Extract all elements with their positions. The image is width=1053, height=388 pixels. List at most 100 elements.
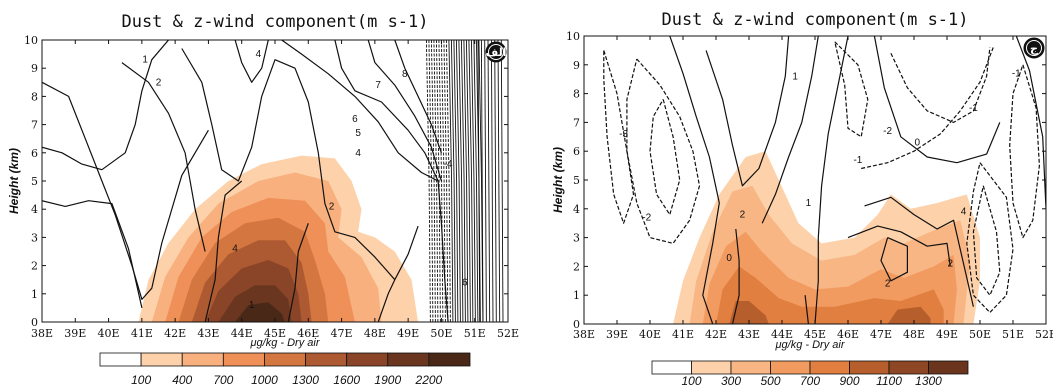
chart-panel-1: Dust & z-wind component(m s-1)1247865424…	[7, 12, 519, 387]
colorbar-level-label: 100	[131, 373, 151, 387]
contour-label: 7	[375, 80, 381, 91]
colorbar-bin	[429, 353, 470, 366]
x-tick-label: 51E	[464, 327, 486, 340]
colorbar-bin	[731, 361, 771, 374]
contour-label: 4	[232, 244, 238, 255]
x-tick-label: 41E	[131, 327, 153, 340]
x-tick-label: 49E	[936, 328, 958, 341]
colorbar-bin	[929, 361, 969, 374]
colorbar-bin	[223, 353, 264, 366]
contour-label: 8	[402, 69, 408, 80]
contour-label: 4	[256, 49, 262, 60]
contour-label: 2	[156, 77, 162, 88]
colorbar-level-label: 100	[681, 374, 701, 388]
x-tick-label: 40E	[98, 327, 120, 340]
contour-label: -1	[969, 103, 978, 114]
x-tick-label: 42E	[705, 328, 727, 341]
colorbar-bin	[388, 353, 429, 366]
y-tick-label: 8	[31, 90, 38, 103]
x-tick-label: 51E	[1002, 328, 1024, 341]
y-tick-label: 5	[573, 174, 580, 187]
y-tick-label: 4	[573, 203, 580, 216]
colorbar-bin	[850, 361, 890, 374]
colorbar-bin	[306, 353, 347, 366]
panel-id: ج	[1030, 42, 1038, 56]
contour-label: 2	[740, 210, 746, 221]
x-tick-label: 48E	[903, 328, 925, 341]
x-tick-label: 41E	[672, 328, 694, 341]
contour-label: -4	[444, 159, 453, 170]
colorbar-level-label: 1300	[915, 374, 942, 388]
colorbar-level-label: 300	[721, 374, 741, 388]
y-tick-label: 4	[31, 203, 38, 216]
contour-label: -3	[619, 129, 628, 140]
colorbar-unit: μg/kg - Dry air	[250, 337, 321, 349]
y-tick-label: 9	[573, 59, 580, 72]
x-tick-label: 39E	[64, 327, 86, 340]
y-tick-label: 1	[573, 289, 580, 302]
colorbar-level-label: 700	[213, 373, 233, 387]
contour-label: 6	[352, 114, 358, 125]
panel-id: الف	[485, 46, 506, 59]
colorbar-level-label: 1100	[876, 374, 902, 388]
y-tick-label: 6	[31, 147, 38, 160]
x-tick-label: 44E	[231, 327, 253, 340]
contour-label: -2	[642, 212, 651, 223]
colorbar-bin	[141, 353, 182, 366]
x-tick-label: 48E	[364, 327, 386, 340]
colorbar-bin	[264, 353, 305, 366]
contour-label: -1	[853, 155, 862, 166]
y-tick-label: 10	[566, 30, 580, 43]
y-tick-label: 2	[31, 260, 38, 273]
contour-label: 2	[329, 201, 335, 212]
x-tick-label: 43E	[197, 327, 219, 340]
x-tick-label: 50E	[969, 328, 991, 341]
contour-label: 1	[249, 300, 255, 311]
colorbar-level-label: 1600	[333, 373, 360, 387]
x-tick-label: 40E	[639, 328, 661, 341]
y-axis-label: Height (km)	[551, 147, 565, 213]
x-tick-label: 49E	[397, 327, 419, 340]
colorbar-bin	[652, 361, 692, 374]
contour-label: 0	[915, 138, 921, 149]
contour-label: 1	[806, 198, 812, 209]
y-tick-label: 0	[31, 316, 38, 329]
contour-label: 2	[948, 259, 954, 270]
y-tick-label: 1	[31, 288, 38, 301]
contour-label: 6	[462, 278, 468, 289]
colorbar-level-label: 1900	[374, 373, 401, 387]
x-tick-label: 42E	[164, 327, 186, 340]
colorbar-level-label: 1300	[292, 373, 319, 387]
y-tick-label: 7	[573, 116, 580, 129]
y-tick-label: 3	[573, 232, 580, 245]
colorbar-bin	[889, 361, 929, 374]
colorbar-level-label: 1000	[251, 373, 278, 387]
contour-label: -1	[1012, 68, 1021, 79]
x-tick-label: 50E	[430, 327, 452, 340]
colorbar-level-label: 2200	[415, 373, 443, 387]
contour-label: 1	[142, 55, 148, 66]
chart-title: Dust & z-wind component(m s-1)	[661, 10, 968, 30]
y-tick-label: 5	[31, 175, 38, 188]
colorbar-bin	[100, 353, 141, 366]
y-tick-label: 8	[573, 88, 580, 101]
x-tick-label: 47E	[331, 327, 353, 340]
colorbar-bin	[347, 353, 388, 366]
contour-label: 5	[355, 128, 361, 139]
y-tick-label: 3	[31, 231, 38, 244]
colorbar-unit: μg/kg - Dry air	[775, 339, 846, 351]
contour-label: 4	[961, 207, 967, 218]
y-tick-label: 6	[573, 145, 580, 158]
colorbar-level-label: 900	[839, 374, 859, 388]
colorbar-bin	[182, 353, 223, 366]
colorbar-bin	[692, 361, 732, 374]
contour-label: 2	[885, 279, 891, 290]
y-axis-label: Height (km)	[7, 148, 21, 214]
contour-label: 0	[726, 253, 732, 264]
contour-label: 1	[792, 71, 798, 82]
x-tick-label: 52E	[1035, 328, 1053, 341]
colorbar-level-label: 700	[800, 374, 820, 388]
colorbar-bin	[771, 361, 811, 374]
x-tick-label: 47E	[870, 328, 892, 341]
